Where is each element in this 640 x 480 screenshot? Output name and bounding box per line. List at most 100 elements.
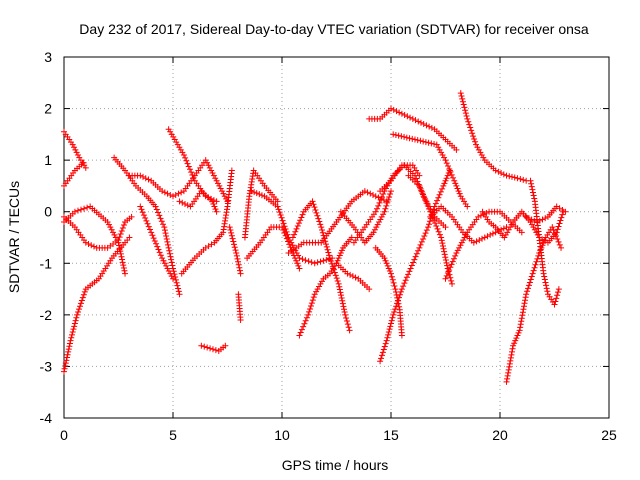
data-point — [168, 259, 175, 266]
data-point — [85, 240, 92, 247]
data-point — [343, 318, 350, 325]
data-point — [339, 297, 346, 304]
data-point — [489, 230, 496, 237]
data-point — [153, 206, 160, 213]
data-point — [420, 235, 427, 242]
data-point — [436, 231, 443, 238]
data-point — [370, 191, 377, 198]
data-point — [492, 229, 499, 236]
data-point — [226, 224, 233, 231]
data-point — [160, 221, 167, 228]
data-point — [413, 250, 420, 257]
data-point — [435, 144, 442, 151]
data-point — [437, 188, 444, 195]
data-point — [495, 168, 502, 175]
data-point — [411, 256, 418, 263]
data-point — [314, 286, 321, 293]
data-point — [375, 202, 382, 209]
data-point — [107, 224, 114, 231]
data-point — [62, 362, 69, 369]
data-point — [118, 253, 125, 260]
data-point — [337, 249, 344, 256]
data-point — [161, 224, 168, 231]
data-point — [326, 252, 333, 259]
data-point — [463, 113, 470, 120]
data-point — [388, 317, 395, 324]
data-point — [380, 346, 387, 353]
series-track-14 — [235, 291, 244, 324]
data-point — [311, 260, 318, 267]
data-point — [309, 297, 316, 304]
data-point — [213, 177, 220, 184]
data-point — [71, 208, 78, 215]
data-point — [398, 332, 405, 339]
data-point — [529, 186, 536, 193]
data-point — [504, 372, 511, 379]
data-point — [506, 360, 513, 367]
data-point — [352, 274, 359, 281]
data-point — [466, 121, 473, 128]
data-point — [471, 135, 478, 142]
data-point — [165, 244, 172, 251]
data-point — [315, 215, 322, 222]
data-point — [310, 201, 317, 208]
data-point — [389, 276, 396, 283]
data-point — [155, 246, 162, 253]
data-point — [66, 343, 73, 350]
data-point — [74, 207, 81, 214]
data-point — [172, 191, 179, 198]
series-track-4 — [61, 203, 129, 277]
data-point — [503, 378, 510, 385]
data-point — [183, 157, 190, 164]
data-point — [164, 265, 171, 272]
data-point — [459, 95, 466, 102]
data-point — [457, 90, 464, 97]
data-point — [275, 206, 282, 213]
data-point — [332, 272, 339, 279]
data-point — [500, 171, 507, 178]
data-point — [527, 177, 534, 184]
series-track-28 — [390, 131, 471, 210]
data-point — [528, 183, 535, 190]
data-point — [385, 265, 392, 272]
data-point — [317, 280, 324, 287]
data-point — [305, 311, 312, 318]
data-point — [313, 288, 320, 295]
data-point — [71, 144, 78, 151]
data-point — [176, 198, 183, 205]
data-point — [334, 257, 341, 264]
data-point — [302, 317, 309, 324]
data-point — [121, 267, 128, 274]
data-point — [337, 289, 344, 296]
data-point — [233, 252, 240, 259]
data-point — [390, 106, 397, 113]
data-point — [341, 306, 348, 313]
data-point — [343, 314, 350, 321]
data-point — [523, 291, 530, 298]
data-point — [289, 234, 296, 241]
data-point — [459, 98, 466, 105]
data-point — [198, 342, 205, 349]
data-point — [172, 276, 179, 283]
data-point — [282, 226, 289, 233]
data-point — [446, 267, 453, 274]
data-point — [330, 266, 337, 273]
data-point — [388, 188, 394, 195]
data-point — [435, 228, 442, 235]
data-point — [111, 231, 118, 238]
data-point — [293, 249, 300, 256]
data-point — [173, 279, 180, 286]
series-track-11 — [178, 167, 235, 277]
data-point — [338, 292, 345, 299]
data-point — [400, 283, 407, 290]
data-point — [487, 231, 494, 238]
data-point — [202, 157, 209, 164]
data-point — [364, 189, 371, 196]
data-point — [391, 308, 398, 315]
data-point — [334, 278, 341, 285]
data-point — [160, 257, 167, 264]
data-point — [325, 249, 332, 256]
data-point — [385, 196, 392, 203]
data-point — [427, 208, 434, 215]
data-point — [228, 167, 235, 174]
